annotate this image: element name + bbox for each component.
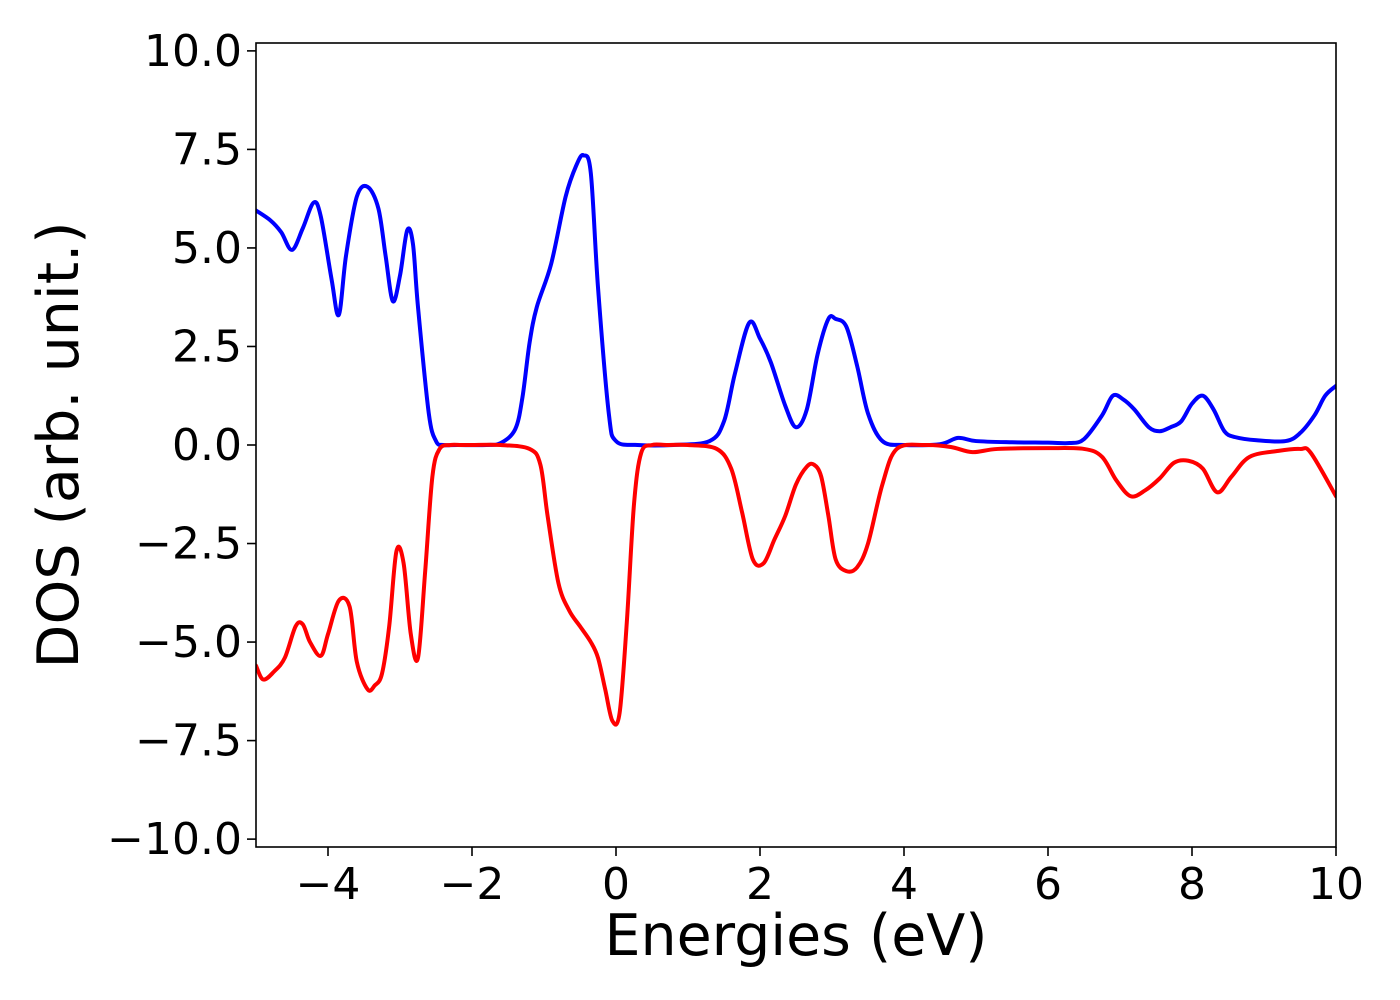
series-layer [256,153,1336,727]
x-tick-label: −2 [440,859,505,910]
x-tick-label: 8 [1178,859,1206,910]
y-tick-label: 5.0 [172,223,242,274]
y-axis: 10.0 7.5 5.0 2.5 0.0 −2.5 −5.0 −7.5 −10.0 [107,26,256,865]
y-tick-label: −7.5 [135,716,242,767]
x-tick-label: 10 [1308,859,1364,910]
y-axis-title: DOS (arb. unit.) [26,222,92,669]
y-tick-label: −5.0 [135,617,242,668]
x-tick-label: 4 [890,859,918,910]
x-tick-label: 6 [1034,859,1062,910]
y-tick-label: 7.5 [172,124,242,175]
series-line-1 [256,153,1336,448]
x-axis-title: Energies (eV) [604,903,987,969]
y-tick-label: −2.5 [135,519,242,570]
y-tick-label: 2.5 [172,321,242,372]
y-tick-label: 10.0 [144,26,242,77]
series-line-2 [256,442,1336,727]
plot-frame [255,42,1337,848]
x-tick-label: 2 [746,859,774,910]
x-tick-label: 0 [602,859,630,910]
x-axis: −4 −2 0 2 4 6 8 10 [296,847,1364,910]
x-tick-label: −4 [296,859,361,910]
y-tick-label: −10.0 [107,814,242,865]
y-tick-label: 0.0 [172,420,242,471]
